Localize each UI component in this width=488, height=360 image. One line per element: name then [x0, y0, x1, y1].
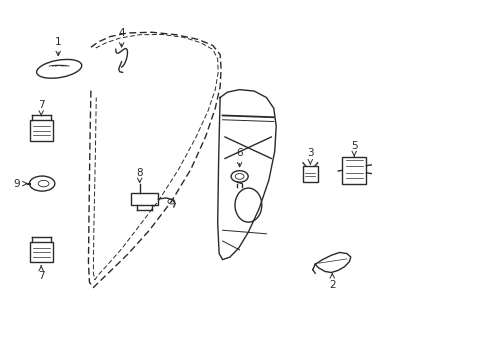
- Text: 5: 5: [350, 141, 357, 156]
- Text: 7: 7: [38, 100, 44, 116]
- Text: 6: 6: [236, 148, 243, 167]
- Text: 1: 1: [55, 37, 61, 56]
- Text: 2: 2: [328, 274, 335, 291]
- Text: 8: 8: [136, 168, 142, 183]
- Text: 4: 4: [118, 28, 124, 47]
- Text: 3: 3: [306, 148, 313, 164]
- Text: 7: 7: [38, 266, 44, 282]
- Text: 9: 9: [14, 179, 27, 189]
